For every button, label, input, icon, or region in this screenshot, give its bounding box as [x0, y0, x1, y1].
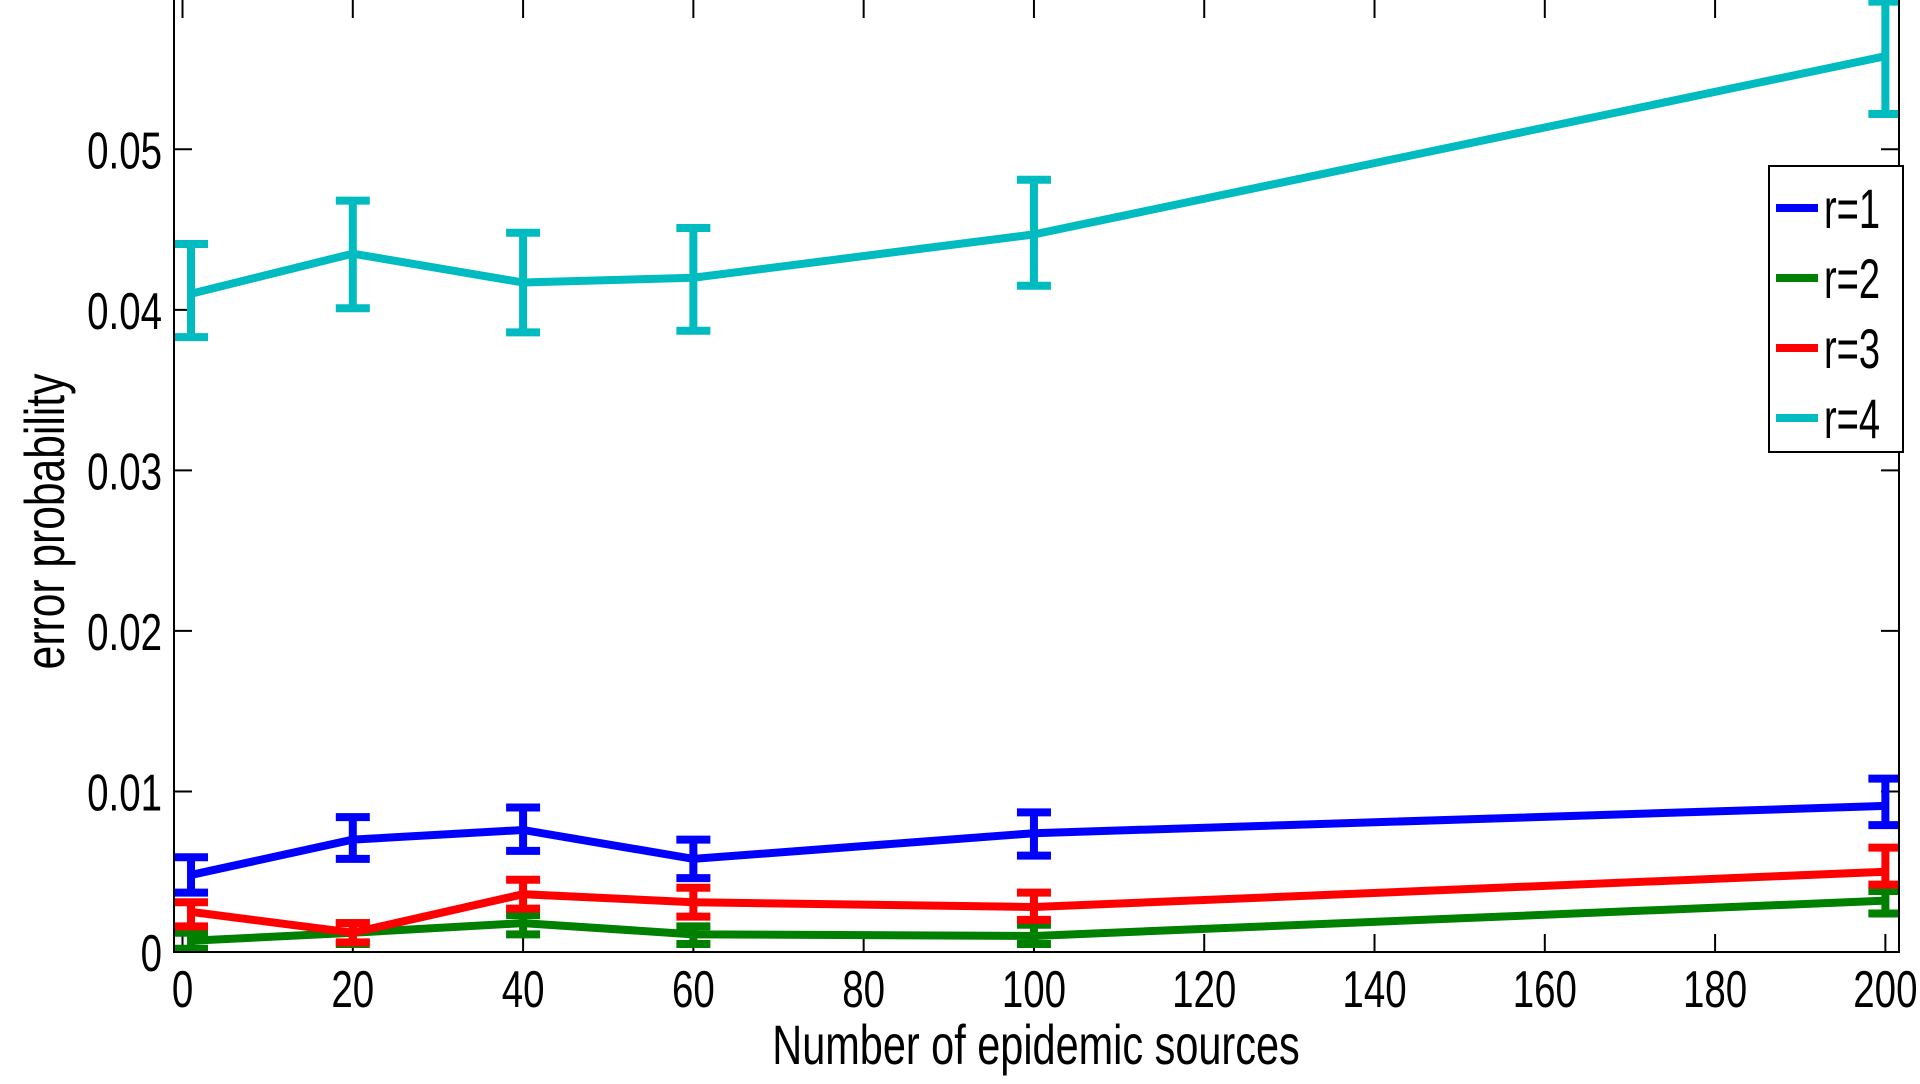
legend-line-swatch [1776, 344, 1818, 352]
y-tick-label: 0.02 [87, 603, 162, 661]
plot-border [173, 0, 1900, 953]
y-axis-label-text: error probability [13, 373, 76, 669]
legend-entry-r2: r=2 [1776, 243, 1902, 313]
y-axis-label: error probability [13, 219, 76, 823]
x-tick-label: 20 [331, 960, 374, 1018]
legend-label: r=3 [1824, 316, 1881, 380]
series-line-r1 [190, 801, 1886, 879]
legend-label: r=4 [1824, 386, 1881, 450]
series-r2 [175, 886, 1898, 951]
series-r4 [175, 0, 1898, 342]
series-layer [175, 0, 1898, 951]
legend: r=1 r=2 r=3 r=4 [1768, 165, 1904, 453]
x-tick-label: 160 [1513, 960, 1577, 1018]
legend-line-swatch [1776, 414, 1818, 422]
x-tick-label: 60 [672, 960, 715, 1018]
series-line-r3 [190, 867, 1886, 937]
legend-line-swatch [1776, 274, 1818, 282]
x-axis-label: Number of epidemic sources [772, 1013, 1300, 1076]
x-tick-label: 180 [1683, 960, 1747, 1018]
axes-box [173, 0, 1900, 953]
y-tick-labels: 0 0.01 0.02 0.03 0.04 0.05 [87, 122, 162, 983]
legend-line-swatch [1776, 204, 1818, 212]
legend-label: r=2 [1824, 246, 1881, 310]
x-tick-label: 140 [1342, 960, 1406, 1018]
legend-entry-r4: r=4 [1776, 383, 1902, 453]
y-tick-label: 0.03 [87, 443, 162, 501]
x-tick-label: 200 [1853, 960, 1917, 1018]
y-tick-label: 0.05 [87, 122, 162, 180]
legend-label: r=1 [1824, 176, 1881, 240]
legend-entry-r3: r=3 [1776, 313, 1902, 383]
y-tick-label: 0.01 [87, 764, 162, 822]
x-tick-label: 80 [842, 960, 885, 1018]
legend-entry-r1: r=1 [1776, 173, 1902, 243]
series-r3 [175, 843, 1898, 947]
series-r1 [175, 774, 1898, 897]
series-line-r4 [190, 52, 1887, 298]
x-tick-label: 120 [1172, 960, 1236, 1018]
x-tick-label: 100 [1002, 960, 1066, 1018]
x-tick-label: 40 [502, 960, 545, 1018]
series-line-r2 [190, 896, 1886, 945]
y-tick-label: 0.04 [87, 282, 162, 340]
y-tick-label: 0 [141, 924, 162, 982]
x-tick-label: 0 [172, 960, 193, 1018]
x-tick-labels: 0 20 40 60 80 100 120 140 160 180 200 [172, 960, 1918, 1018]
